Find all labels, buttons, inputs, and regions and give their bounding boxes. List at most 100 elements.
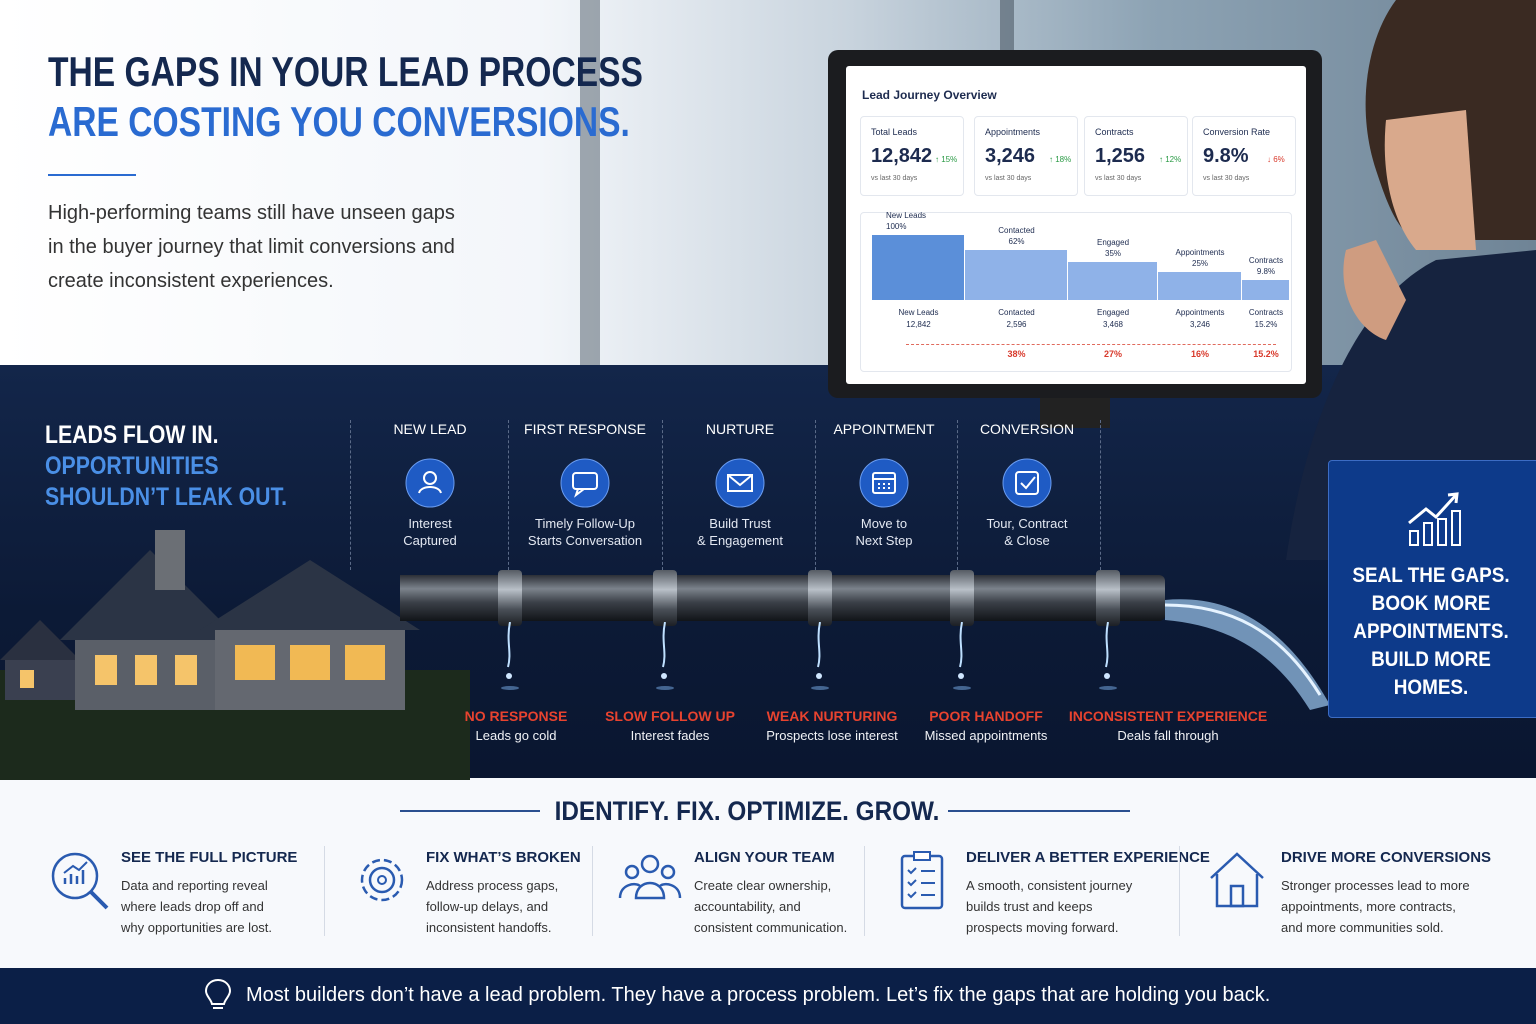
cta-box: SEAL THE GAPS. BOOK MORE APPOINTMENTS. BUIL… — [1328, 460, 1536, 718]
kpi-value: 12,842 — [871, 145, 933, 167]
leak-drips — [500, 621, 520, 692]
stage-icon — [715, 458, 765, 508]
leak-drips — [810, 621, 830, 692]
item-divider — [1179, 846, 1180, 936]
leak-drips — [655, 621, 675, 692]
column-divider — [508, 420, 509, 570]
kpi-note: vs last 30 days — [1203, 175, 1250, 182]
leak-desc: Prospects lose interest — [766, 728, 898, 743]
item-text: where leads drop off and — [121, 899, 264, 914]
solution-icon-svg — [618, 854, 682, 900]
kpi-card: Conversion Rate 9.8% ↓ 6% vs last 30 days — [1192, 116, 1296, 196]
funnel-stage-name: Contacted — [998, 226, 1035, 235]
leak-drips — [952, 621, 972, 692]
item-divider — [324, 846, 325, 936]
drop-pct: 27% — [1103, 349, 1123, 359]
item-title: FIX WHAT’S BROKEN — [426, 849, 581, 866]
stage-caption: & Engagement — [696, 533, 784, 548]
kpi-note: vs last 30 days — [1095, 175, 1142, 182]
dashboard-title: Lead Journey Overview — [862, 88, 997, 102]
leak-desc: Interest fades — [630, 728, 710, 743]
footer-background — [0, 968, 1536, 1024]
kpi-label: Conversion Rate — [1203, 127, 1271, 137]
leak-desc: Leads go cold — [475, 728, 557, 743]
item-title: SEE THE FULL PICTURE — [121, 849, 298, 866]
kpi-change: ↑ 18% — [1049, 155, 1072, 164]
title-line: THE GAPS IN YOUR LEAD PROCESS — [48, 48, 643, 95]
leak-title: WEAK NURTURING — [766, 708, 898, 724]
heading-rule — [400, 810, 540, 812]
total-value: 3,468 — [1102, 320, 1124, 329]
kpi-change: ↑ 15% — [935, 155, 958, 164]
item-title: ALIGN YOUR TEAM — [694, 849, 835, 866]
cta-line: BOOK MORE — [1371, 592, 1491, 615]
leak-title: INCONSISTENT EXPERIENCE — [1068, 708, 1268, 724]
stage-name: APPOINTMENT — [833, 421, 935, 437]
item-text: prospects moving forward. — [966, 920, 1119, 935]
stage-icon-svg — [859, 458, 909, 508]
funnel-stage-name: New Leads — [886, 211, 927, 220]
stage-icon-svg — [560, 458, 610, 508]
kpi-card: Appointments 3,246 ↑ 18% vs last 30 days — [974, 116, 1078, 196]
monitor-stand — [1040, 398, 1110, 428]
stage-icon — [405, 458, 455, 508]
leak-drips-svg — [1099, 621, 1117, 690]
total-value: 12,842 — [906, 320, 931, 329]
kpi-label: Total Leads — [871, 127, 918, 137]
pipe-coupling — [1096, 570, 1120, 626]
item-text: consistent communication. — [694, 920, 848, 935]
leak-title: SLOW FOLLOW UP — [605, 708, 735, 724]
flow-heading: OPPORTUNITIES — [45, 452, 219, 480]
pipe-coupling — [653, 570, 677, 626]
stage-caption: Starts Conversation — [527, 533, 643, 548]
growth-icon — [1404, 483, 1464, 547]
water-jet — [1160, 585, 1340, 715]
leak-desc: Deals fall through — [1117, 728, 1219, 743]
heading-rule — [948, 810, 1130, 812]
solution-icon — [350, 848, 416, 914]
cta-line: HOMES. — [1393, 676, 1469, 699]
stage-caption: Interest — [408, 516, 452, 531]
monitor-screen: Lead Journey Overview Total Leads 12,842 ↑ … — [846, 66, 1306, 384]
drop-pct: 16% — [1190, 349, 1210, 359]
item-text: builds trust and keeps — [966, 899, 1093, 914]
column-divider — [662, 420, 663, 570]
kpi-card: Total Leads 12,842 ↑ 15% vs last 30 days — [860, 116, 964, 196]
kpi-change: ↓ 6% — [1267, 155, 1285, 164]
solution-icon-svg — [1210, 852, 1264, 908]
drop-pct: 38% — [1007, 349, 1026, 359]
title-line: ARE COSTING YOU CONVERSIONS. — [48, 98, 630, 145]
solution-icon — [1205, 848, 1271, 914]
stage-icon-svg — [1002, 458, 1052, 508]
solutions-heading: IDENTIFY. FIX. OPTIMIZE. GROW. — [554, 796, 940, 826]
kpi-value: 1,256 — [1095, 145, 1146, 167]
kpi-note: vs last 30 days — [871, 175, 918, 182]
stage-icon — [1002, 458, 1052, 508]
funnel-panel — [860, 212, 1292, 372]
funnel-stage-pct: 35% — [1104, 249, 1122, 258]
item-title: DRIVE MORE CONVERSIONS — [1281, 849, 1492, 866]
intro-line: create inconsistent experiences. — [48, 270, 334, 292]
item-divider — [592, 846, 593, 936]
item-text: inconsistent handoffs. — [426, 920, 552, 935]
solutions-background — [0, 778, 1536, 968]
funnel-bar — [1242, 280, 1290, 300]
funnel-stage-pct: 100% — [886, 222, 907, 231]
solution-icon — [618, 848, 684, 914]
stage-caption: Move to — [860, 516, 908, 531]
leak-desc: Missed appointments — [924, 728, 1048, 743]
item-title: DELIVER A BETTER EXPERIENCE — [966, 849, 1210, 866]
solution-icon — [45, 848, 111, 914]
funnel-stage-name: Appointments — [1175, 248, 1225, 257]
item-text: appointments, more contracts, — [1281, 899, 1456, 914]
water-jet-svg — [1164, 599, 1330, 710]
item-text: why opportunities are lost. — [121, 920, 273, 935]
item-text: and more communities sold. — [1281, 920, 1444, 935]
bulb-icon-svg — [204, 978, 232, 1009]
stage-icon-svg — [715, 458, 765, 508]
item-text: Address process gaps, — [426, 878, 559, 893]
intro-line: High-performing teams still have unseen … — [48, 202, 455, 224]
item-text: Stronger processes lead to more — [1281, 878, 1470, 893]
footer-text: Most builders don’t have a lead problem.… — [246, 984, 1271, 1006]
